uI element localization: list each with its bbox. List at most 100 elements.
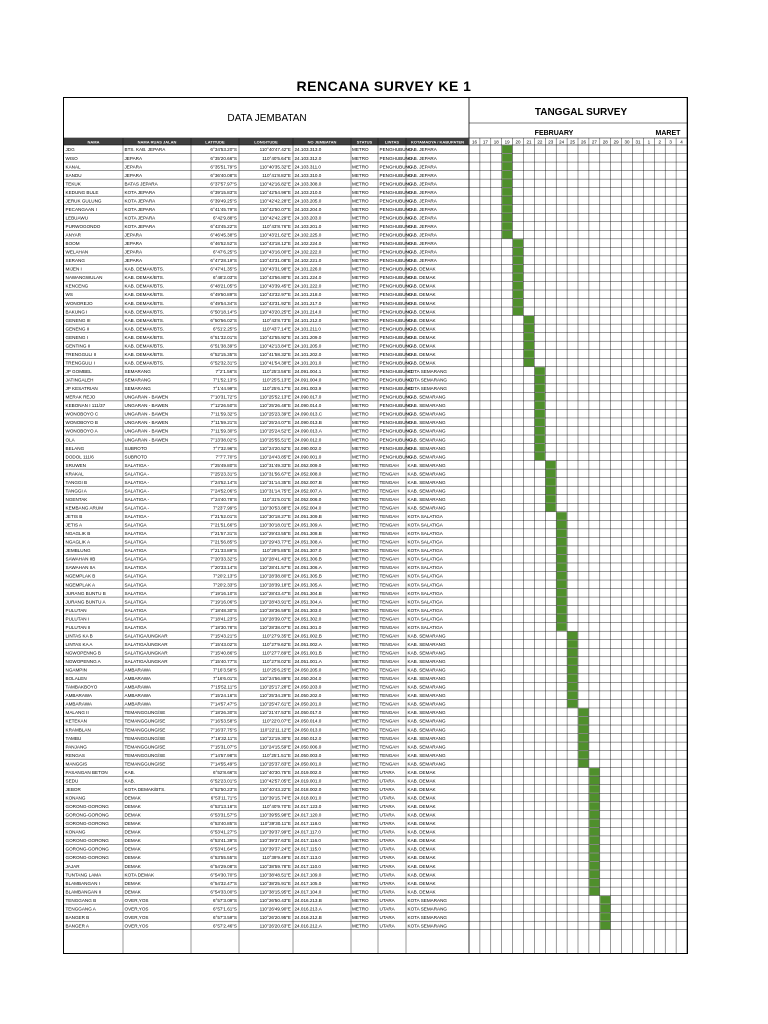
row-12-cell-6: METRO <box>352 241 369 246</box>
survey-bar-row-10 <box>502 222 513 230</box>
day-header-22: 22 <box>537 139 543 144</box>
row-75-cell-1: SEDU <box>66 778 79 783</box>
row-92-cell-5: 24.016.212.A <box>295 923 323 928</box>
survey-bar-row-8 <box>502 205 513 213</box>
row-44-cell-3: 7°21'52.01"S <box>210 514 237 519</box>
row-82-cell-5: 24.017.116.0 <box>295 838 322 843</box>
row-43-cell-1: KEMBANG ARUM <box>66 505 104 510</box>
row-77-cell-7: UTARA <box>380 796 396 801</box>
row-32-cell-1: WONOBOYO C <box>66 412 99 417</box>
row-83-cell-2: DEMAK <box>125 847 142 852</box>
row-4-cell-2: JEPARA <box>125 173 143 178</box>
day-header-31: 31 <box>635 139 641 144</box>
survey-bar-row-4 <box>502 170 513 179</box>
row-37-cell-4: 110°24'43.85"E <box>260 454 291 459</box>
row-11-cell-7: PENGHUBUNG <box>380 233 413 238</box>
row-85-cell-7: UTARA <box>380 864 396 869</box>
row-5-cell-8: KAB. JEPARA <box>408 181 438 186</box>
row-47-cell-5: 24.051.308.A <box>295 540 323 545</box>
row-85-cell-4: 110°38'59.78"E <box>260 864 291 869</box>
row-32-cell-6: METRO <box>352 412 369 417</box>
row-10-cell-8: KAB. JEPARA <box>408 224 438 229</box>
row-81-cell-1: KONANG <box>66 830 86 835</box>
row-64-cell-5: 24.050.203.0 <box>295 685 322 690</box>
row-51-cell-3: 7°20'2.13"S <box>213 574 237 579</box>
row-47-cell-6: METRO <box>352 540 369 545</box>
row-41-cell-3: 7°24'52.06"S <box>210 488 237 493</box>
row-26-cell-7: PENGHUBUNG <box>380 360 413 365</box>
row-23-cell-1: GENENG I <box>66 335 88 340</box>
survey-bar-row-50 <box>556 563 567 572</box>
row-57-cell-8: KOTA SALATIGA <box>408 625 444 630</box>
row-15-cell-8: KAB. DEMAK <box>408 267 437 272</box>
survey-bar-row-47 <box>556 537 567 546</box>
row-63-cell-3: 7°16'6.01"S <box>213 676 237 681</box>
row-22-cell-2: KAB. DEMAK/BTS. <box>125 326 165 331</box>
row-26-cell-1: TRENGGULI I <box>66 360 95 365</box>
row-20-cell-1: BAKUNG I <box>66 309 88 314</box>
row-69-cell-8: KAB. SEMARANG <box>408 727 446 732</box>
row-39-cell-4: 110°31'56.67"E <box>260 471 291 476</box>
row-70-cell-2: TEMANGGUNG/SE <box>125 736 166 741</box>
column-header-2: NAMA RUAS JALAN <box>138 139 177 144</box>
row-18-cell-5: 24.101.218.0 <box>295 292 322 297</box>
row-18-cell-1: WS <box>66 292 73 297</box>
survey-bar-row-70 <box>578 733 589 742</box>
row-43-cell-6: METRO <box>352 505 369 510</box>
row-70-cell-3: 7°16'32.11"S <box>211 736 237 741</box>
row-52-cell-8: KOTA SALATIGA <box>408 582 444 587</box>
row-29-cell-5: 24.091.003.9 <box>295 386 322 391</box>
survey-bar-row-51 <box>556 571 567 580</box>
row-52-cell-6: METRO <box>352 582 369 587</box>
survey-bar-row-20 <box>513 307 524 316</box>
row-60-cell-7: TENGAH <box>380 651 399 656</box>
row-89-cell-4: 110°26'50.43"E <box>260 898 291 903</box>
row-35-cell-5: 24.090.012.0 <box>295 437 322 442</box>
row-1-cell-2: BTS. KAB. JEPARA <box>125 147 167 152</box>
row-91-cell-8: KOTA SEMARANG <box>408 915 448 920</box>
row-45-cell-1: JETIS A <box>66 523 84 528</box>
row-57-cell-6: METRO <box>352 625 369 630</box>
row-6-cell-3: 6°39'15.83"S <box>210 190 237 195</box>
row-40-cell-1: TANGGI B <box>66 480 88 485</box>
row-46-cell-2: SALATIGA <box>125 531 148 536</box>
row-53-cell-6: METRO <box>352 591 369 596</box>
row-4-cell-1: SANDU <box>66 173 82 178</box>
row-59-cell-6: METRO <box>352 642 369 647</box>
row-11-cell-2: JEPARA <box>125 233 143 238</box>
row-4-cell-3: 6°36'40.08"S <box>210 173 237 178</box>
row-87-cell-1: BLAMBANGAN I <box>66 881 100 886</box>
row-85-cell-6: METRO <box>352 864 369 869</box>
row-60-cell-2: SALATIGA/UNGKAR <box>125 651 169 656</box>
row-32-cell-5: 24.090.013.C <box>295 412 323 417</box>
row-82-cell-8: KAB. DEMAK <box>408 838 437 843</box>
survey-bar-row-61 <box>567 657 578 665</box>
row-57-cell-7: TENGAH <box>380 625 399 630</box>
row-50-cell-6: METRO <box>352 565 369 570</box>
row-19-cell-7: PENGHUBUNG <box>380 301 413 306</box>
row-77-cell-4: 110°39'15.74"E <box>260 796 291 801</box>
row-90-cell-2: OVER,YOS <box>125 906 149 911</box>
row-92-cell-2: OVER,YOS <box>125 923 149 928</box>
row-21-cell-2: KAB. DEMAK/BTS. <box>125 318 165 323</box>
row-59-cell-1: LINTAS KA A <box>66 642 94 647</box>
page-title: RENCANA SURVEY KE 1 <box>296 78 472 94</box>
row-54-cell-1: JURANG BUNTU A <box>66 599 107 604</box>
row-54-cell-2: SALATIGA <box>125 599 148 604</box>
row-33-cell-8: KAB. SEMARANG <box>408 420 446 425</box>
row-61-cell-3: 7°15'40.77"S <box>210 659 237 664</box>
row-25-cell-1: TRENGGULI II <box>66 352 97 357</box>
row-18-cell-3: 6°49'50.89"S <box>210 292 237 297</box>
row-36-cell-3: 7°7'32.96"S <box>213 446 237 451</box>
row-35-cell-2: UNGARAN - BAWEN <box>125 437 169 442</box>
row-14-cell-8: KAB. JEPARA <box>408 258 438 263</box>
row-13-cell-6: METRO <box>352 250 369 255</box>
row-74-cell-3: 6°52'8.66"S <box>213 770 237 775</box>
row-5-cell-6: METRO <box>352 181 369 186</box>
row-76-cell-8: KAB. DEMAK <box>408 787 437 792</box>
row-41-cell-1: TANGGI A <box>66 488 88 493</box>
row-61-cell-8: KAB. SEMARANG <box>408 659 446 664</box>
row-17-cell-5: 24.101.222.0 <box>295 284 322 289</box>
row-67-cell-8: KAB. SEMARANG <box>408 710 446 715</box>
row-64-cell-1: TAMBAKBOYO <box>66 685 98 690</box>
